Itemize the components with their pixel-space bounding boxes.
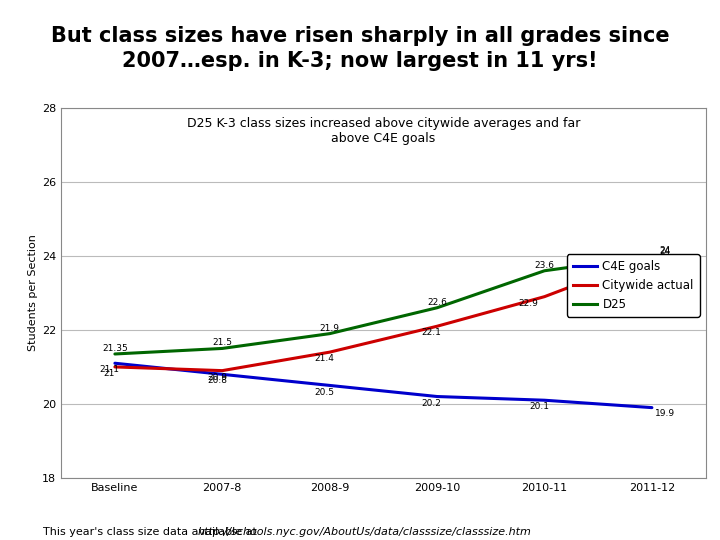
Text: 24: 24 — [660, 247, 670, 256]
Text: 21.35: 21.35 — [102, 344, 127, 353]
Text: http://schools.nyc.gov/AboutUs/data/classsize/classsize.htm: http://schools.nyc.gov/AboutUs/data/clas… — [198, 527, 532, 537]
Text: 22.6: 22.6 — [427, 298, 447, 307]
Text: D25 K-3 class sizes increased above citywide averages and far
above C4E goals: D25 K-3 class sizes increased above city… — [186, 117, 580, 145]
Text: But class sizes have risen sharply in all grades since
2007…esp. in K-3; now lar: But class sizes have risen sharply in al… — [50, 26, 670, 71]
Text: 24: 24 — [660, 246, 670, 255]
Text: 22.1: 22.1 — [422, 328, 441, 338]
Text: 22.9: 22.9 — [518, 299, 539, 308]
Legend: C4E goals, Citywide actual, D25: C4E goals, Citywide actual, D25 — [567, 254, 700, 317]
Text: 21: 21 — [104, 369, 115, 378]
Text: This year's class size data available at: This year's class size data available at — [43, 527, 264, 537]
Text: 20.9: 20.9 — [207, 373, 227, 382]
Text: 21.4: 21.4 — [315, 354, 334, 363]
Text: 21.5: 21.5 — [212, 339, 233, 347]
Text: 23.6: 23.6 — [534, 261, 554, 269]
Text: 21.1: 21.1 — [99, 366, 120, 374]
Text: 20.1: 20.1 — [529, 402, 549, 411]
Y-axis label: Students per Section: Students per Section — [28, 234, 38, 352]
Text: 20.2: 20.2 — [422, 399, 441, 408]
Text: 20.5: 20.5 — [315, 388, 334, 396]
Text: 20.8: 20.8 — [207, 376, 227, 386]
Text: 21.9: 21.9 — [320, 323, 340, 333]
Text: 19.9: 19.9 — [654, 409, 675, 417]
